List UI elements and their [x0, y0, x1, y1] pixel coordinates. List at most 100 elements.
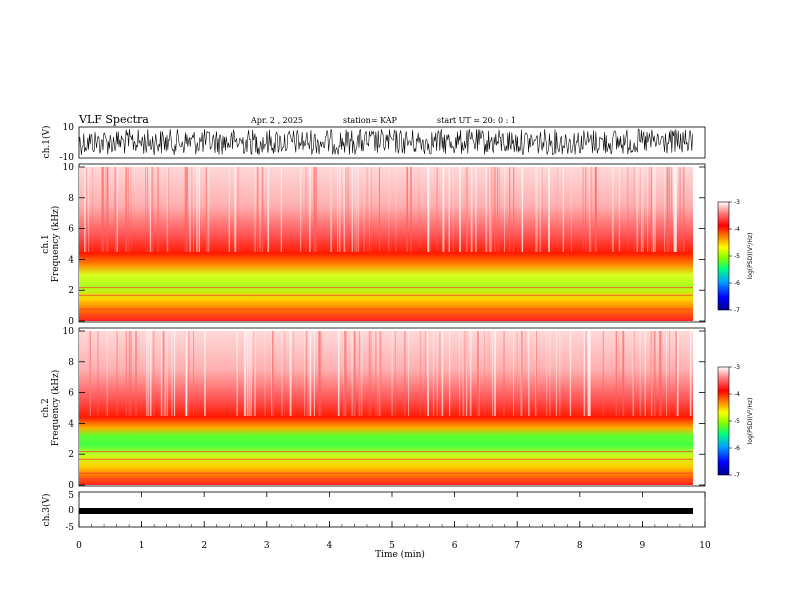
- spectrogram-streak: [487, 167, 489, 252]
- spectrogram-band-line: [79, 478, 693, 480]
- time-xtick-label: 4: [327, 541, 333, 551]
- spectrogram-streak: [344, 331, 346, 416]
- time-xtick-label: 2: [201, 541, 207, 551]
- time-xtick-label: 6: [452, 541, 458, 551]
- spectrogram-streak: [432, 331, 435, 416]
- spectrogram-streak: [281, 331, 283, 416]
- ch2-colorbar: -3 -4 -5 -6 -7 log(PSD)(V²/Hz): [717, 364, 754, 479]
- spectrogram-streak: [442, 167, 445, 252]
- spectrogram-streak: [376, 331, 378, 416]
- spectrogram-streak: [166, 167, 168, 252]
- spectrogram-streak: [622, 331, 625, 416]
- spectrogram-streak: [309, 167, 311, 252]
- spectrogram-ytick-label: 10: [63, 327, 75, 337]
- spectrogram-streak: [655, 167, 656, 252]
- spectrogram-streak: [427, 331, 429, 416]
- ch1-spectrogram-panel: 0 2 4 6 8 10 ch.1 Frequency (kHz): [41, 163, 706, 327]
- spectrogram-streak: [186, 167, 188, 252]
- spectrogram-streak: [116, 167, 118, 252]
- spectrogram-streak: [503, 331, 505, 416]
- spectrogram-streak: [354, 167, 356, 252]
- spectrogram-streak: [536, 167, 538, 252]
- colorbar-tick-label: -3: [734, 364, 740, 371]
- spectrogram-streak: [193, 331, 194, 416]
- time-xtick-label: 5: [389, 541, 395, 551]
- spectrogram-streak: [88, 167, 90, 252]
- spectrogram-streak: [185, 331, 187, 416]
- ch2-colorbar-ticks: -3 -4 -5 -6 -7: [729, 364, 740, 479]
- spectrogram-streak: [343, 331, 345, 416]
- spectrogram-streak: [191, 167, 193, 252]
- spectrogram-streak: [669, 331, 670, 416]
- ch3-waveform-line: [79, 508, 693, 514]
- spectrogram-streak: [355, 167, 358, 252]
- spectrogram-streak: [160, 331, 163, 416]
- spectrogram-streak: [546, 331, 548, 416]
- spectrogram-streak: [369, 167, 370, 252]
- spectrogram-streak: [535, 167, 537, 252]
- spectrogram-streak: [585, 331, 587, 416]
- spectrogram-streak: [661, 331, 663, 416]
- ch2-spectrogram-stripes: [79, 331, 693, 480]
- spectrogram-streak: [541, 167, 543, 252]
- spectrogram-streak: [305, 331, 308, 416]
- spectrogram-streak: [404, 331, 405, 416]
- spectrogram-streak: [347, 167, 349, 252]
- spectrogram-streak: [521, 167, 524, 252]
- spectrogram-streak: [674, 167, 676, 252]
- spectrogram-streak: [489, 167, 490, 252]
- spectrogram-streak: [459, 331, 460, 416]
- ch3-ytick-0: 0: [68, 506, 74, 516]
- spectrogram-streak: [337, 167, 339, 252]
- spectrogram-streak: [683, 167, 685, 252]
- ch1-spectrogram-ylabel-freq: Frequency (kHz): [50, 206, 61, 283]
- spectrogram-streak: [188, 331, 190, 416]
- spectrogram-streak: [632, 331, 634, 416]
- spectrogram-streak: [205, 167, 208, 252]
- ch1-waveform-panel: 10 -10 ch.1(V): [41, 123, 706, 163]
- spectrogram-streak: [664, 167, 666, 252]
- spectrogram-streak: [569, 331, 571, 416]
- spectrogram-streak: [313, 331, 315, 416]
- spectrogram-streak: [585, 167, 587, 252]
- spectrogram-streak: [633, 167, 635, 252]
- spectrogram-streak: [330, 167, 332, 252]
- spectrogram-streak: [475, 167, 477, 252]
- spectrogram-streak: [535, 331, 536, 416]
- spectrogram-streak: [135, 331, 137, 416]
- spectrogram-streak: [164, 331, 166, 416]
- spectrogram-streak: [494, 331, 496, 416]
- ch1-colorbar: -3 -4 -5 -6 -7 log(PSD)(V²/Hz): [717, 199, 754, 314]
- spectrogram-ytick-label: 2: [68, 450, 74, 460]
- spectrogram-streak: [627, 167, 629, 252]
- spectrogram-streak: [404, 331, 406, 416]
- spectrogram-streak: [539, 167, 541, 252]
- spectrogram-streak: [618, 167, 621, 252]
- spectrogram-streak: [89, 331, 91, 416]
- spectrogram-streak: [675, 331, 677, 416]
- spectrogram-streak: [492, 331, 494, 416]
- spectrogram-streak: [357, 167, 360, 252]
- spectrogram-streak: [591, 167, 593, 252]
- spectrogram-streak: [330, 167, 333, 252]
- spectrogram-streak: [204, 331, 206, 416]
- spectrogram-ytick-label: 8: [68, 358, 74, 368]
- spectrogram-streak: [174, 331, 176, 416]
- spectrogram-streak: [259, 167, 261, 252]
- spectrogram-streak: [375, 331, 377, 416]
- spectrogram-streak: [490, 167, 492, 252]
- spectrogram-streak: [313, 167, 316, 252]
- spectrogram-streak: [358, 331, 361, 416]
- ch1-waveform-frame: [78, 126, 706, 159]
- spectrogram-streak: [320, 331, 322, 416]
- spectrogram-streak: [152, 167, 154, 252]
- spectrogram-streak: [157, 167, 159, 252]
- spectrogram-streak: [250, 331, 252, 416]
- spectrogram-streak: [463, 331, 465, 416]
- ch3-ylabel: ch.3(V): [41, 494, 52, 527]
- colorbar-tick-label: -7: [734, 472, 740, 479]
- spectrogram-streak: [589, 167, 591, 252]
- spectrogram-streak: [366, 167, 368, 252]
- spectrogram-streak: [361, 331, 363, 416]
- spectrogram-streak: [97, 331, 99, 416]
